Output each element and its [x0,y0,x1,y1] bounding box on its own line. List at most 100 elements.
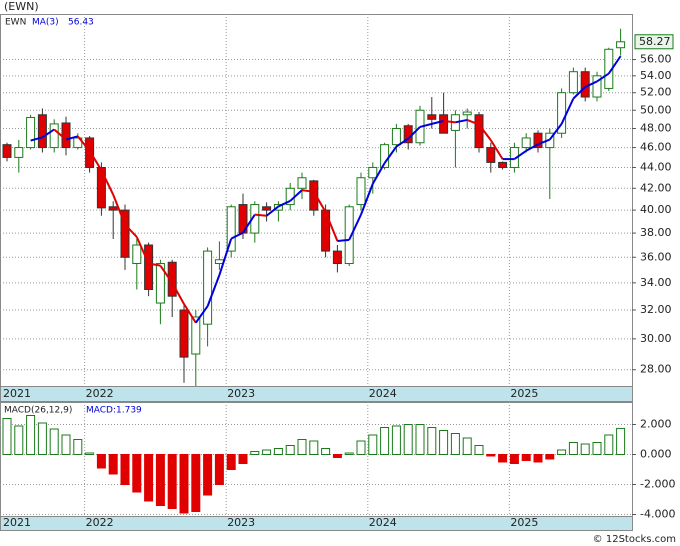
candle-body [214,259,224,265]
ma-segment [159,265,174,284]
x-tick-label: 2025 [510,516,538,529]
ma-segment [100,169,115,196]
y-tick-label: 54.00 [640,69,672,82]
macd-bar [238,454,248,464]
candle-body [96,166,106,209]
x-tick-label: 2025 [510,387,538,400]
x-tick-label: 2023 [227,516,255,529]
ma-segment [431,119,444,125]
candle-body [108,206,118,211]
ma-segment [560,98,575,125]
macd-bar [250,451,260,455]
ma-segment [289,189,303,202]
ma-segment [277,200,291,208]
y-tick-label: 34.00 [640,276,672,289]
candle-body [14,147,24,158]
ma-segment [65,135,79,141]
y-tick-label: 2.000 [640,418,672,431]
candle-body [120,209,130,258]
macd-bar [167,454,177,509]
candle-body [179,309,189,358]
macd-bar [509,454,519,464]
x-tick-label: 2023 [227,387,255,400]
y-tick-label: 46.00 [640,141,672,154]
macd-bar [450,433,460,455]
legend-ma-value: 56.43 [68,18,94,28]
macd-bar [604,434,614,455]
ma-segment [348,214,362,241]
ma-segment [489,139,504,160]
ma-segment [88,150,103,171]
x-tick-label: 2021 [3,516,31,529]
candle-body [580,71,590,98]
candle-body [144,244,154,290]
macd-bar [144,454,154,502]
candle-body [167,261,177,297]
ma-segment [148,262,161,267]
ma-segment [135,236,150,264]
price-tag-label: 58.27 [639,35,671,48]
macd-bar [391,425,401,455]
candle-body [498,161,508,168]
macd-bar [273,448,283,455]
y-tick-label: -4.000 [640,508,675,521]
macd-bar [344,452,354,455]
candle-body [191,316,201,355]
y-tick-label: 36.00 [640,250,672,263]
macd-bar [580,443,590,455]
candle-body [309,180,319,211]
macd-bar [191,454,201,512]
candle-body [616,41,626,49]
x-axis-strip [0,516,633,531]
candle-body [592,75,602,98]
macd-bar [226,454,236,470]
macd-bar [474,445,484,455]
macd-bar [132,454,142,493]
macd-bar [533,454,543,463]
y-tick-label: -2.000 [640,478,675,491]
y-tick-label: 40.00 [640,203,672,216]
macd-bar [368,434,378,455]
ma-segment [455,118,468,124]
macd-bar [332,454,342,458]
candle-body [391,128,401,146]
ma-segment [124,223,138,238]
y-tick-label: 44.00 [640,160,672,173]
ma-segment [183,303,197,324]
ma-segment [360,183,374,215]
candle-body [486,147,496,163]
candle-body [462,111,472,116]
macd-bar [380,427,390,455]
macd-bar [439,430,449,455]
candle-body [533,132,543,149]
legend-symbol: EWN [5,18,26,28]
ma-segment [537,138,551,146]
macd-bar [486,454,496,457]
watermark: © 12Stocks.com [593,534,676,545]
x-tick-label: 2022 [86,516,114,529]
candle-body [297,177,307,189]
x-tick-label: 2021 [3,387,31,400]
ma-segment [206,274,221,307]
ma-segment [77,135,91,152]
macd-bar [203,454,213,496]
candle-body [439,114,449,134]
macd-bar [403,424,413,455]
candle-body [203,250,213,325]
macd-bar [2,418,12,455]
candle-body [49,123,59,149]
ma-segment [419,122,433,128]
ma-segment [596,72,610,83]
candle-body [61,122,71,149]
candle-body [427,114,437,120]
macd-legend-value: 1.739 [116,406,142,416]
y-tick-label: 56.00 [640,53,672,66]
x-tick-label: 2024 [369,516,397,529]
y-tick-label: 28.00 [640,363,672,376]
macd-bar [592,442,602,455]
y-tick-label: 52.00 [640,86,672,99]
candle-body [250,204,260,234]
ma-segment [584,80,598,88]
candle-body [132,244,142,265]
